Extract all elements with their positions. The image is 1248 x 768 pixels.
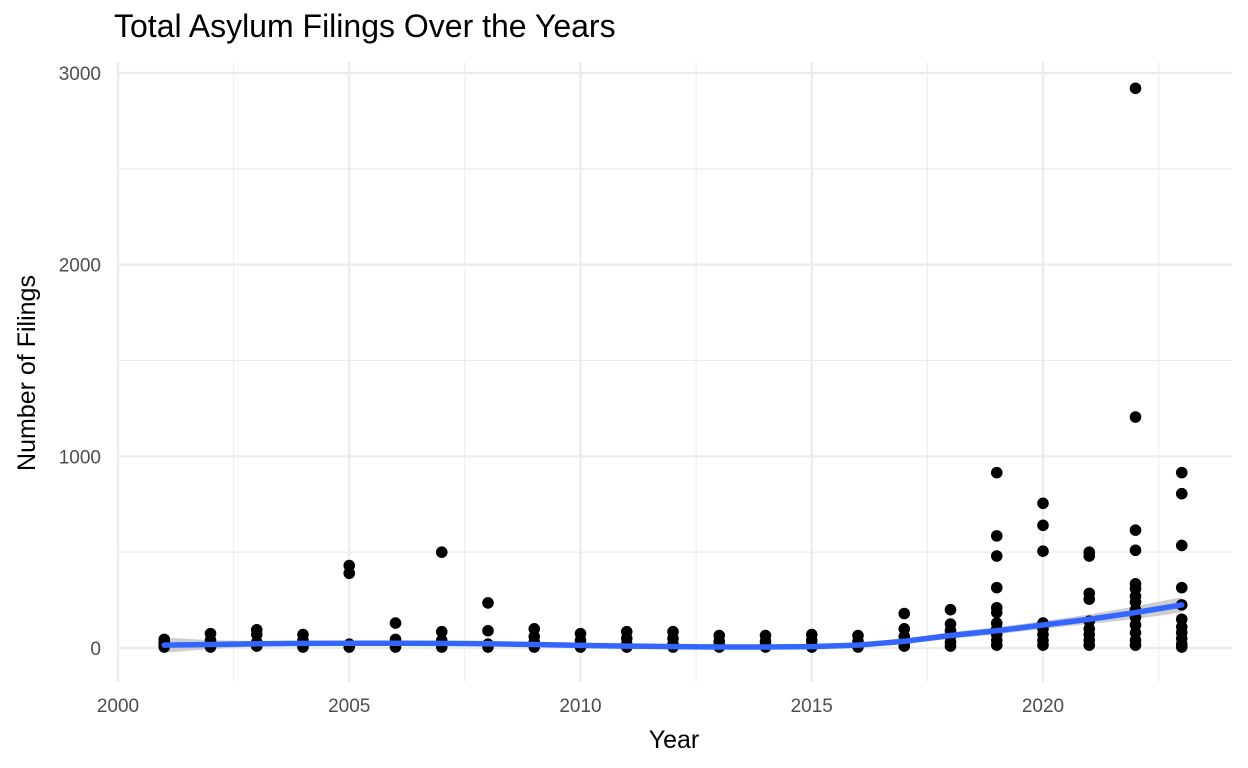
data-point [1175, 466, 1188, 479]
data-point [1083, 639, 1096, 651]
grid-minor [118, 62, 1232, 682]
x-tick-label: 2015 [791, 696, 833, 717]
y-tick-label: 2000 [59, 256, 101, 277]
x-tick-label: 2010 [559, 696, 601, 717]
x-tick-label: 2000 [97, 696, 139, 717]
data-point [1037, 639, 1049, 651]
y-tick-label: 1000 [59, 447, 101, 468]
y-tick-label: 3000 [59, 64, 101, 85]
data-point [343, 567, 356, 580]
x-axis-title: Year [649, 726, 700, 754]
data-point [990, 550, 1003, 562]
y-axis-ticks: 0 1000 2000 3000 [59, 64, 101, 660]
data-point [1083, 550, 1096, 562]
data-point [482, 597, 494, 609]
smooth-line [161, 602, 1185, 650]
data-point [1037, 519, 1049, 532]
data-point [898, 607, 911, 620]
data-point [1129, 524, 1142, 536]
chart-title: Total Asylum Filings Over the Years [114, 8, 616, 44]
data-point [389, 617, 402, 629]
data-point [1037, 545, 1049, 558]
data-point [1175, 641, 1188, 653]
data-point [1175, 487, 1188, 500]
data-point [990, 466, 1003, 479]
grid-major [116, 62, 1232, 682]
points-layer [158, 82, 1188, 653]
data-point [1129, 82, 1142, 95]
data-point [482, 624, 494, 637]
data-point [1175, 581, 1188, 594]
x-tick-label: 2005 [328, 696, 370, 717]
data-point [990, 581, 1003, 594]
data-point [1083, 593, 1096, 605]
data-point [1175, 539, 1188, 552]
x-tick-label: 2020 [1022, 696, 1064, 717]
data-point [1129, 544, 1142, 557]
data-point [990, 530, 1003, 542]
data-point [944, 640, 957, 652]
data-point [944, 603, 957, 616]
y-tick-label: 0 [90, 639, 101, 660]
data-point [990, 639, 1003, 651]
data-point [435, 546, 448, 558]
y-axis-title: Number of Filings [13, 275, 41, 471]
data-point [990, 606, 1003, 619]
data-point [1129, 639, 1142, 651]
data-point [1129, 411, 1142, 423]
smooth-line-layer [161, 602, 1185, 650]
data-point [1037, 497, 1049, 510]
data-point [435, 625, 448, 638]
x-axis-ticks: 2000 2005 2010 2015 2020 [97, 696, 1064, 717]
